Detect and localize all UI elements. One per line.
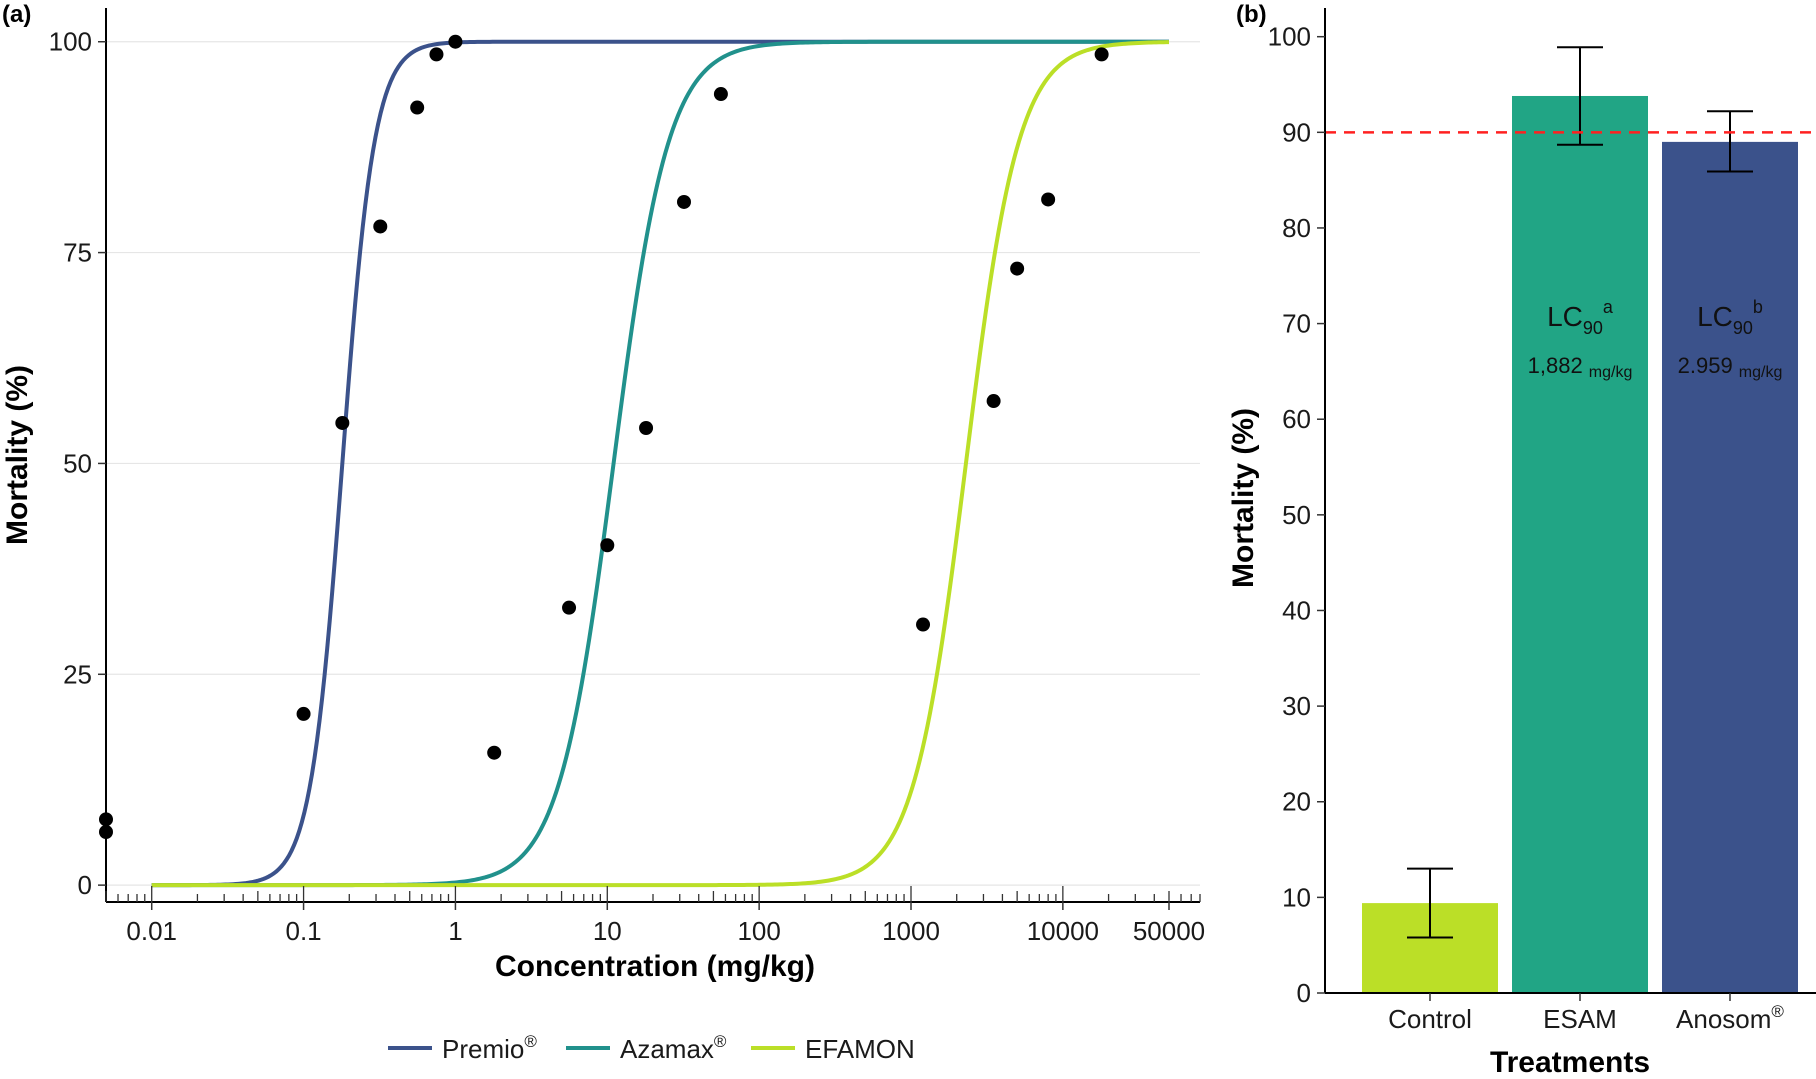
data-point xyxy=(429,47,444,62)
y-tick-label: 70 xyxy=(1282,309,1311,339)
legend-label: EFAMON xyxy=(805,1034,915,1064)
panel-b: (b) LC90a 1,882 mg/kg LC90b 2.959 mg/kg 0 10… xyxy=(1227,1,1816,1079)
error-bar xyxy=(1407,867,1453,939)
y-tick-label: 20 xyxy=(1282,787,1311,817)
error-bar xyxy=(1707,110,1753,173)
panel-b-annotations: LC90a 1,882 mg/kg LC90b 2.959 mg/kg xyxy=(1528,297,1783,381)
y-tick-label: 90 xyxy=(1282,117,1311,147)
data-point xyxy=(335,415,350,430)
data-point xyxy=(562,600,577,615)
data-point xyxy=(373,219,388,234)
lc90-label: LC90a xyxy=(1547,297,1614,338)
data-point xyxy=(448,34,463,49)
lc90-value: 1,882 mg/kg xyxy=(1528,353,1633,381)
panel-b-bars xyxy=(1362,95,1798,994)
panel-a-x-axis-title: Concentration (mg/kg) xyxy=(495,950,815,983)
x-tick-label: Anosom® xyxy=(1676,1002,1784,1034)
legend-label-superscript: ® xyxy=(524,1032,537,1051)
x-tick-label: 0.1 xyxy=(285,916,321,946)
data-point xyxy=(1094,47,1109,62)
panel-a-legend: Premio® Azamax® EFAMON xyxy=(388,1032,915,1064)
y-tick-label: 10 xyxy=(1282,882,1311,912)
y-tick-label: 80 xyxy=(1282,213,1311,243)
data-point xyxy=(639,421,654,436)
y-tick-label: 60 xyxy=(1282,404,1311,434)
panel-a-gridlines xyxy=(106,41,1200,886)
y-tick-label: 100 xyxy=(1268,22,1311,52)
y-tick-label: 25 xyxy=(63,659,92,689)
x-tick-label: 1 xyxy=(448,916,462,946)
data-point xyxy=(600,538,615,553)
y-tick-label: 0 xyxy=(1297,978,1311,1008)
data-point xyxy=(296,706,311,721)
data-point xyxy=(487,745,502,760)
panel-b-y-axis-title: Mortality (%) xyxy=(1227,408,1260,588)
panel-b-axes: 0 10 20 30 40 50 60 70 80 90 100 Control ESAM Anosom® xyxy=(1268,8,1816,1034)
error-bar xyxy=(1557,46,1603,146)
data-point xyxy=(916,617,931,632)
y-tick-label: 40 xyxy=(1282,595,1311,625)
data-point xyxy=(410,100,425,115)
bar-esam xyxy=(1512,95,1648,993)
panel-a-label: (a) xyxy=(2,1,31,28)
x-tick-label: 10000 xyxy=(1027,916,1099,946)
legend-item: EFAMON xyxy=(751,1034,915,1064)
y-tick-label: 75 xyxy=(63,238,92,268)
series-line-efamon xyxy=(151,40,1170,888)
lc90-value: 2.959 mg/kg xyxy=(1678,353,1783,381)
panel-a: (a) 0 25 50 75 100 0.01 0.1 1 10 100 1000 10000 5000… xyxy=(1,1,1205,1064)
panel-a-axes: 0 25 50 75 100 0.01 0.1 1 10 100 1000 10000 50000 xyxy=(49,8,1205,946)
bar-anosom xyxy=(1662,141,1798,994)
legend-label: Premio® xyxy=(442,1032,537,1064)
x-tick-label: 0.01 xyxy=(126,916,177,946)
data-point xyxy=(1010,261,1025,276)
y-tick-label: 0 xyxy=(78,870,92,900)
x-tick-label: 50000 xyxy=(1133,916,1205,946)
legend-item: Premio® xyxy=(388,1032,537,1064)
data-point xyxy=(713,87,728,102)
lc90-label: LC90b xyxy=(1697,297,1763,338)
panel-a-curves xyxy=(151,39,1170,888)
panel-b-error-bars xyxy=(1407,46,1753,939)
x-tick-label: ESAM xyxy=(1543,1004,1617,1034)
data-point xyxy=(1041,192,1056,207)
y-tick-label: 50 xyxy=(1282,500,1311,530)
y-tick-label: 100 xyxy=(49,27,92,57)
x-tick-label: 100 xyxy=(737,916,780,946)
panel-b-x-axis-title: Treatments xyxy=(1490,1046,1650,1079)
x-tick-label: 1000 xyxy=(882,916,940,946)
legend-label: Azamax® xyxy=(620,1032,727,1064)
legend-label-superscript: ® xyxy=(714,1032,727,1051)
panel-a-points xyxy=(99,34,1109,839)
data-point xyxy=(676,194,691,209)
x-tick-label: 10 xyxy=(593,916,622,946)
x-tick-label: Control xyxy=(1388,1004,1472,1034)
legend-item: Azamax® xyxy=(566,1032,727,1064)
data-point xyxy=(986,394,1001,409)
panel-a-y-axis-title: Mortality (%) xyxy=(1,365,34,545)
panel-b-label: (b) xyxy=(1236,1,1267,28)
y-tick-label: 50 xyxy=(63,448,92,478)
y-tick-label: 30 xyxy=(1282,691,1311,721)
